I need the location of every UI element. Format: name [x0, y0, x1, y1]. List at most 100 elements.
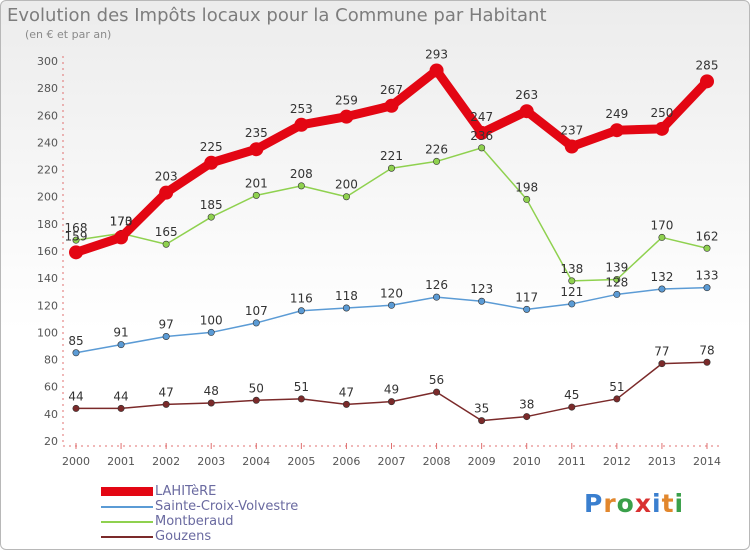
x-tick-label: 2000	[62, 455, 90, 468]
data-point	[703, 358, 711, 366]
data-label: 162	[696, 229, 719, 243]
data-label: 38	[519, 398, 534, 412]
logo-letter: r	[603, 489, 617, 518]
data-label: 128	[605, 275, 628, 289]
legend-item: Montberaud	[101, 514, 298, 529]
data-point	[117, 341, 125, 349]
y-tick-label: 120	[37, 299, 58, 312]
data-point	[252, 319, 260, 327]
data-point	[207, 213, 215, 221]
data-label: 253	[290, 102, 313, 116]
data-point	[613, 290, 621, 298]
data-label: 170	[110, 214, 133, 228]
data-label: 293	[425, 48, 448, 62]
legend-item: Gouzens	[101, 529, 298, 544]
data-point	[297, 182, 305, 190]
data-label: 85	[68, 334, 83, 348]
chart-title: Evolution des Impôts locaux pour la Comm…	[7, 5, 547, 26]
data-point	[72, 404, 80, 412]
data-label: 47	[339, 385, 354, 399]
data-label: 44	[113, 389, 128, 403]
data-label: 100	[200, 313, 223, 327]
data-point	[72, 236, 80, 244]
x-tick-label: 2006	[332, 455, 360, 468]
data-label: 133	[696, 269, 719, 283]
data-label: 173	[110, 214, 133, 228]
data-point	[478, 417, 486, 425]
data-label: 120	[380, 286, 403, 300]
y-tick-label: 60	[44, 381, 58, 394]
proxiti-logo: Proxiti	[584, 489, 684, 518]
legend-label: LAHITèRE	[155, 484, 217, 499]
data-point	[342, 304, 350, 312]
data-label: 139	[605, 261, 628, 275]
data-label: 226	[425, 142, 448, 156]
legend-swatch	[101, 520, 153, 523]
data-point	[568, 277, 576, 285]
data-point	[249, 142, 264, 157]
data-point	[207, 399, 215, 407]
logo-letter: P	[584, 489, 604, 518]
data-point	[387, 164, 395, 172]
data-point	[339, 109, 354, 124]
data-point	[478, 297, 486, 305]
data-point	[523, 305, 531, 313]
x-tick-label: 2013	[648, 455, 676, 468]
y-tick-label: 200	[37, 191, 58, 204]
data-label: 247	[470, 110, 493, 124]
data-point	[523, 195, 531, 203]
data-label: 123	[470, 282, 493, 296]
x-tick-label: 2012	[603, 455, 631, 468]
data-point	[297, 395, 305, 403]
data-point	[162, 400, 170, 408]
x-tick-label: 2009	[468, 455, 496, 468]
logo-letter: x	[634, 489, 652, 518]
data-point	[433, 293, 441, 301]
data-point	[387, 301, 395, 309]
data-label: 47	[159, 385, 174, 399]
data-point	[297, 307, 305, 315]
legend-item: LAHITèRE	[101, 484, 298, 499]
legend-swatch	[101, 535, 153, 538]
x-tick-label: 2002	[152, 455, 180, 468]
data-point	[613, 395, 621, 403]
data-label: 56	[429, 373, 444, 387]
data-point	[69, 245, 83, 260]
data-label: 203	[155, 170, 178, 184]
data-point	[519, 104, 534, 119]
y-tick-label: 300	[37, 55, 58, 68]
data-point	[700, 74, 714, 89]
y-tick-label: 40	[44, 408, 58, 421]
data-label: 49	[384, 383, 399, 397]
data-point	[204, 155, 219, 170]
legend-swatch	[101, 505, 153, 508]
data-label: 263	[515, 88, 538, 102]
data-point	[429, 63, 444, 78]
data-point	[609, 123, 624, 138]
legend-label: Montberaud	[155, 514, 234, 529]
data-label: 200	[335, 178, 358, 192]
legend-swatch	[101, 487, 153, 496]
data-label: 78	[699, 343, 714, 357]
data-label: 208	[290, 167, 313, 181]
x-tick-label: 2008	[423, 455, 451, 468]
data-point	[72, 349, 80, 357]
data-point	[252, 396, 260, 404]
data-label: 235	[245, 126, 268, 140]
data-label: 159	[65, 229, 88, 243]
logo-letter: o	[616, 489, 635, 518]
data-label: 221	[380, 149, 403, 163]
logo-letter: i	[674, 489, 685, 518]
data-point	[613, 275, 621, 283]
data-point	[433, 388, 441, 396]
y-tick-label: 160	[37, 245, 58, 258]
data-point	[703, 284, 711, 292]
y-tick-label: 100	[37, 326, 58, 339]
data-label: 165	[155, 225, 178, 239]
data-point	[658, 360, 666, 368]
x-tick-label: 2004	[242, 455, 270, 468]
data-point	[387, 398, 395, 406]
data-label: 138	[560, 262, 583, 276]
data-label: 259	[335, 94, 358, 108]
